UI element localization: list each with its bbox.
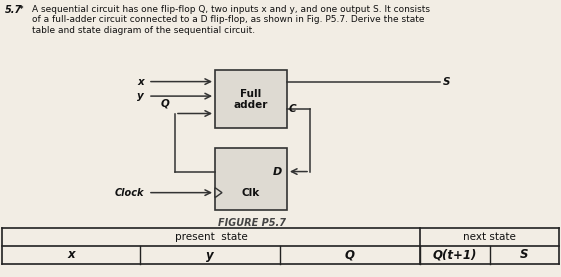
Text: Clk: Clk (242, 188, 260, 198)
Text: x: x (137, 77, 144, 87)
Text: y: y (137, 91, 144, 101)
Text: Q(t+1): Q(t+1) (433, 248, 477, 261)
Text: A sequential circuit has one flip-flop Q, two inputs x and y, and one output S. : A sequential circuit has one flip-flop Q… (32, 5, 430, 35)
Text: S: S (520, 248, 529, 261)
Text: *: * (19, 5, 24, 14)
Text: D: D (273, 166, 282, 176)
Text: Clock: Clock (114, 188, 144, 198)
Text: Q: Q (161, 99, 170, 109)
Text: Q: Q (345, 248, 355, 261)
Bar (215, 70, 287, 128)
Text: FIGURE P5.7: FIGURE P5.7 (218, 218, 286, 228)
Text: Full: Full (240, 89, 261, 99)
Bar (215, 148, 287, 210)
Text: 5.7: 5.7 (5, 5, 22, 15)
Text: x: x (67, 248, 75, 261)
Text: y: y (206, 248, 214, 261)
Text: adder: adder (234, 100, 268, 110)
Text: next state: next state (463, 232, 516, 242)
Text: S: S (443, 77, 450, 87)
Text: present  state: present state (174, 232, 247, 242)
Polygon shape (215, 188, 222, 198)
Text: C: C (289, 104, 297, 114)
